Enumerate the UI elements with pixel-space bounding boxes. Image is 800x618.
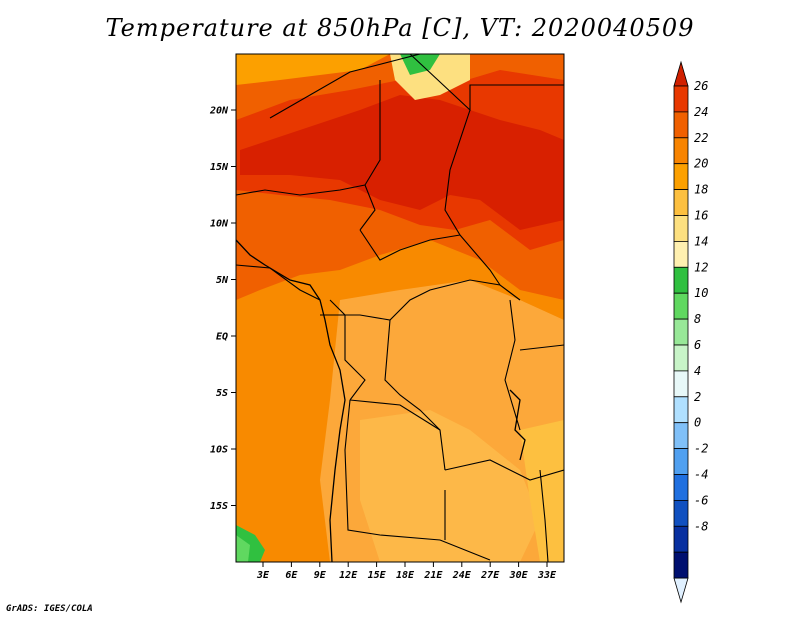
- footer-credit: GrADS: IGES/COLA: [6, 604, 93, 614]
- colorbar-segment: [673, 292, 689, 320]
- colorbar-segment: [673, 266, 689, 294]
- colorbar-level-label: 6: [694, 338, 701, 352]
- colorbar-level-label: -4: [694, 468, 708, 482]
- colorbar-segment: [673, 370, 689, 398]
- colorbar-segment: [673, 344, 689, 372]
- lon-tick-label: 18E: [396, 570, 415, 581]
- colorbar-level-label: 22: [694, 131, 708, 145]
- colorbar-level-label: -2: [694, 442, 708, 456]
- country-borders: [236, 54, 564, 562]
- colorbar-segment: [673, 163, 689, 190]
- lon-tick-label: 27E: [480, 570, 500, 581]
- colorbar-level-label: 4: [694, 364, 701, 378]
- lat-tick-label: 20N: [209, 106, 229, 117]
- latitude-axis: 20N 15N 10N 5N EQ 5S 10S 15S: [209, 106, 236, 512]
- colorbar-segment: [673, 240, 689, 268]
- coastline: [236, 239, 526, 562]
- map-frame: [235, 53, 565, 563]
- colorbar-level-label: -8: [694, 519, 708, 533]
- colorbar-segment: [673, 85, 689, 113]
- colorbar-top-arrow: [673, 60, 689, 87]
- longitude-axis: 3E 6E 9E 12E 15E 18E 21E 24E 27E 30E 33E: [256, 562, 557, 581]
- colorbar-segment: [673, 189, 689, 216]
- colorbar-level-label: -6: [694, 493, 708, 507]
- lon-tick-label: 6E: [285, 570, 298, 581]
- lat-tick-label: 15S: [210, 501, 228, 512]
- chart-title: Temperature at 850hPa [C], VT: 202004050…: [105, 14, 695, 42]
- colorbar-segment: [673, 111, 689, 139]
- lon-tick-label: 33E: [537, 570, 557, 581]
- temperature-field: [236, 54, 564, 562]
- colorbar-level-label: 0: [694, 416, 701, 430]
- colorbar-level-label: 16: [694, 209, 708, 223]
- colorbar-segment: [673, 422, 689, 450]
- lat-tick-label: 10N: [210, 219, 229, 230]
- lon-tick-label: 15E: [368, 570, 387, 581]
- colorbar-level-label: 8: [694, 312, 701, 326]
- lon-tick-label: 3E: [256, 570, 270, 581]
- colorbar-level-label: 10: [694, 286, 708, 300]
- lat-tick-label: 15N: [210, 162, 229, 173]
- colorbar-segment: [673, 396, 689, 424]
- colorbar-level-label: 14: [694, 234, 708, 248]
- colorbar-segment: [673, 215, 689, 242]
- lon-tick-label: 9E: [314, 570, 327, 581]
- colorbar-segment: [673, 551, 689, 579]
- colorbar-segment: [673, 499, 689, 527]
- colorbar-segment: [673, 137, 689, 165]
- colorbar-segment: [673, 448, 689, 475]
- colorbar-level-label: 2: [694, 390, 701, 404]
- lon-tick-label: 30E: [509, 570, 529, 581]
- lat-tick-label: 10S: [210, 445, 228, 456]
- colorbar-level-label: 26: [694, 79, 708, 93]
- lon-tick-label: 24E: [452, 570, 472, 581]
- colorbar-segment: [673, 318, 689, 346]
- lat-tick-label: 5S: [216, 388, 228, 399]
- colorbar: [673, 60, 689, 604]
- lat-tick-label: 5N: [216, 275, 229, 286]
- colorbar-level-label: 20: [694, 157, 708, 171]
- colorbar-level-label: 12: [694, 260, 708, 274]
- lon-tick-label: 12E: [339, 570, 358, 581]
- colorbar-segment: [673, 525, 689, 553]
- colorbar-bottom-arrow: [673, 577, 689, 604]
- colorbar-level-label: 24: [694, 105, 708, 119]
- lon-tick-label: 21E: [423, 570, 443, 581]
- colorbar-segment: [673, 474, 689, 501]
- colorbar-level-label: 18: [694, 183, 708, 197]
- lat-tick-label: EQ: [216, 332, 228, 343]
